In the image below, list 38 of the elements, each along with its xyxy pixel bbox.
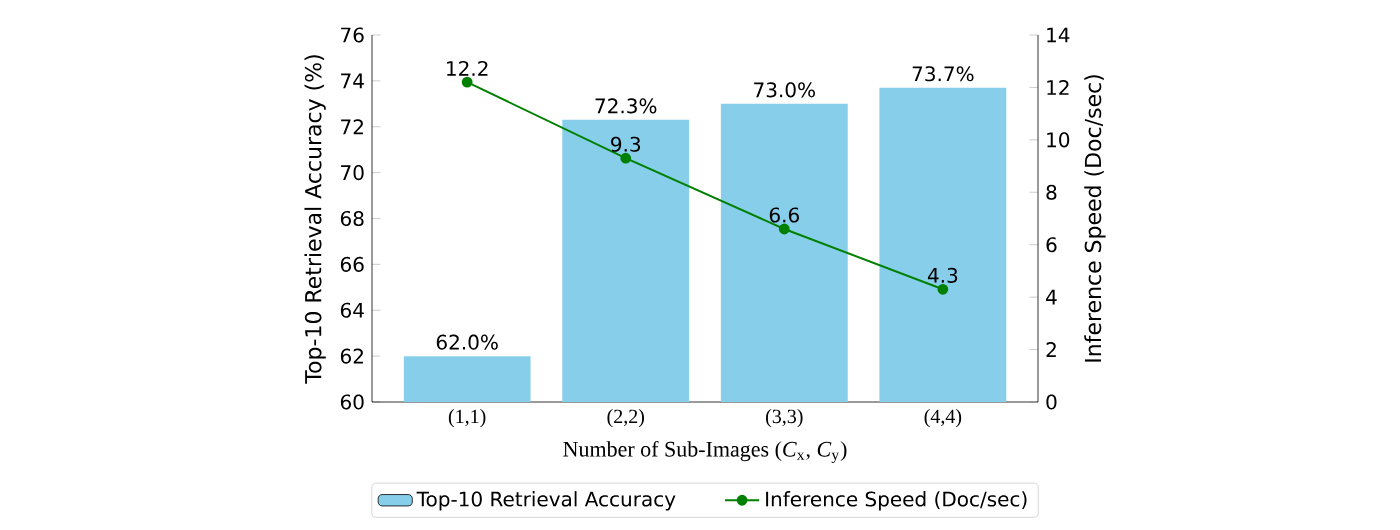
data-label: 9.3 (611, 136, 641, 152)
y-tick-label: 74 (341, 73, 364, 89)
y2-tick-label: 10 (1047, 132, 1070, 148)
data-label: 73.7% (912, 66, 974, 82)
y-tick-label: 76 (341, 27, 364, 43)
data-label: 62.0% (436, 334, 498, 350)
point (461, 76, 473, 88)
y-tick-label: 62 (340, 348, 363, 364)
y2-tick-label: 4 (1046, 289, 1057, 305)
data-label: 4.3 (927, 267, 958, 283)
y-tick-label: 64 (340, 302, 364, 318)
x-tick-label: (4,4) (924, 409, 962, 428)
y-tick-label: 70 (341, 165, 364, 181)
point (778, 223, 790, 235)
y2-tick-label: 8 (1046, 184, 1057, 200)
x-tick-label: (1,1) (448, 409, 486, 428)
y-tick-label: 66 (340, 256, 364, 272)
y2-tick-label: 14 (1047, 27, 1070, 43)
data-label: 6.6 (769, 207, 799, 223)
data-label: 73.0% (754, 82, 815, 98)
y-axis-title: Top-10 Retrieval Accuracy (%) (304, 55, 326, 384)
x-tick-label: (2,2) (607, 409, 644, 428)
point (937, 283, 949, 295)
x-axis-title: Number of Sub-Images (C$_{x}$, C$_{y}$) (563, 440, 847, 464)
legend-label: Top-10 Retrieval Accuracy (416, 491, 676, 511)
y-tick-label: 60 (340, 394, 364, 410)
data-label: 72.3% (595, 98, 657, 114)
y2-axis-title: Inference Speed (Doc/sec) (1084, 75, 1106, 362)
point (620, 152, 632, 164)
x-tick-label: (3,3) (766, 409, 803, 428)
y2-tick-label: 0 (1046, 394, 1057, 410)
data-label: 12.2 (447, 60, 488, 76)
y2-tick-label: 2 (1046, 342, 1056, 357)
legend-label: Inference Speed (Doc/sec) (766, 491, 1027, 511)
y2-tick-label: 12 (1047, 79, 1069, 95)
y2-tick-label: 6 (1046, 237, 1057, 253)
y-tick-label: 72 (341, 119, 363, 135)
y-tick-label: 68 (340, 210, 364, 227)
